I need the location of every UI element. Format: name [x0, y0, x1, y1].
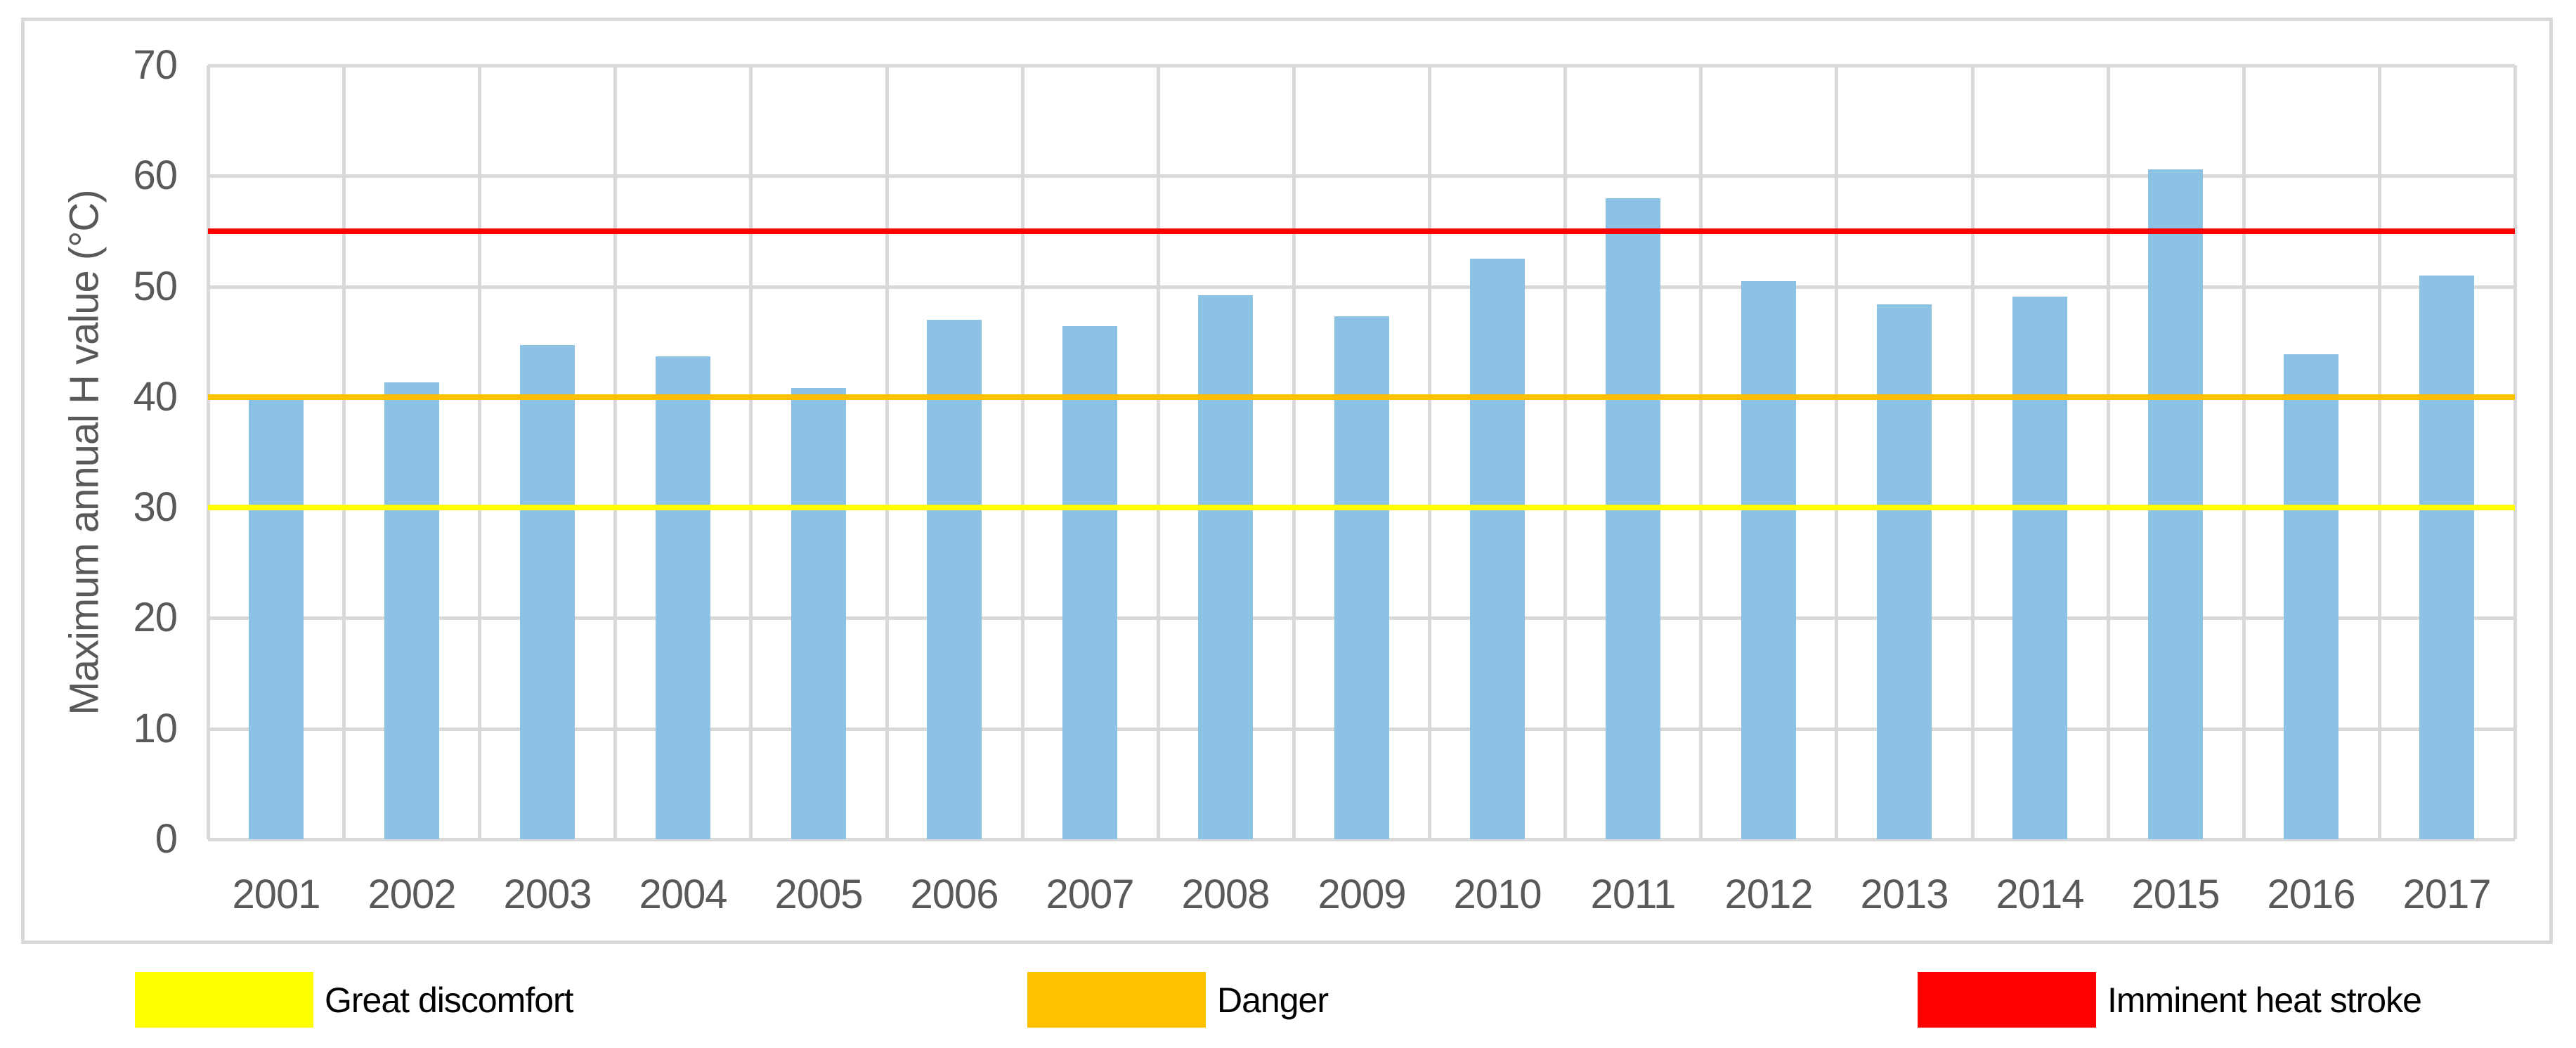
bar-2002 [384, 382, 439, 839]
bar-2001 [249, 397, 304, 839]
legend-item-danger: Danger [1027, 972, 1329, 1028]
horizontal-gridline [208, 174, 2515, 178]
vertical-gridline [1292, 65, 1296, 839]
x-tick-label: 2006 [910, 872, 998, 917]
vertical-gridline [1699, 65, 1703, 839]
vertical-gridline [613, 65, 617, 839]
bar-2015 [2148, 169, 2203, 839]
threshold-line-imminent-heat-stroke [208, 228, 2515, 234]
vertical-gridline [1021, 65, 1024, 839]
vertical-gridline [207, 65, 210, 839]
y-tick-label: 20 [133, 595, 178, 640]
horizontal-gridline [208, 285, 2515, 289]
vertical-gridline [885, 65, 889, 839]
vertical-gridline [2378, 65, 2381, 839]
x-tick-label: 2005 [774, 872, 863, 917]
vertical-gridline [749, 65, 753, 839]
vertical-gridline [1428, 65, 1431, 839]
y-tick-label: 10 [133, 706, 178, 751]
x-tick-label: 2001 [232, 872, 320, 917]
y-tick-label: 60 [133, 153, 178, 198]
legend-item-imminent-heat-stroke: Imminent heat stroke [1918, 972, 2422, 1028]
vertical-gridline [478, 65, 481, 839]
legend-item-great-discomfort: Great discomfort [135, 972, 574, 1028]
bar-2007 [1062, 326, 1117, 839]
bar-2011 [1606, 198, 1660, 839]
bar-2010 [1470, 259, 1525, 839]
x-tick-label: 2013 [1860, 872, 1949, 917]
bar-2017 [2419, 276, 2474, 839]
vertical-gridline [1563, 65, 1567, 839]
vertical-gridline [2107, 65, 2110, 839]
x-tick-label: 2009 [1318, 872, 1406, 917]
y-tick-label: 40 [133, 374, 178, 420]
bar-2014 [2012, 297, 2067, 839]
x-tick-label: 2012 [1724, 872, 1813, 917]
bar-2012 [1741, 281, 1796, 839]
threshold-line-danger [208, 394, 2515, 400]
horizontal-gridline [208, 64, 2515, 67]
bar-2004 [656, 356, 710, 839]
vertical-gridline [1971, 65, 1975, 839]
bar-2016 [2284, 354, 2338, 839]
x-tick-label: 2016 [2267, 872, 2355, 917]
x-tick-label: 2015 [2131, 872, 2220, 917]
x-tick-label: 2007 [1046, 872, 1134, 917]
chart-frame [21, 18, 2553, 944]
legend-label: Danger [1217, 980, 1329, 1020]
bar-2009 [1334, 316, 1389, 839]
x-tick-label: 2017 [2402, 872, 2491, 917]
x-tick-label: 2004 [639, 872, 727, 917]
bar-2008 [1198, 295, 1253, 839]
y-tick-label: 0 [155, 816, 178, 862]
vertical-gridline [342, 65, 346, 839]
x-tick-label: 2014 [1996, 872, 2084, 917]
bar-2003 [520, 345, 575, 839]
threshold-line-great-discomfort [208, 505, 2515, 510]
legend-label: Great discomfort [325, 980, 574, 1020]
legend-swatch [135, 972, 313, 1028]
vertical-gridline [2513, 65, 2517, 839]
legend-label: Imminent heat stroke [2107, 980, 2422, 1020]
vertical-gridline [1835, 65, 1838, 839]
y-tick-label: 70 [133, 42, 178, 88]
y-tick-label: 30 [133, 484, 178, 530]
x-tick-label: 2008 [1181, 872, 1270, 917]
y-tick-label: 50 [133, 264, 178, 309]
legend-swatch [1918, 972, 2096, 1028]
vertical-gridline [1157, 65, 1160, 839]
plot-area [207, 64, 2517, 841]
vertical-gridline [2242, 65, 2246, 839]
x-tick-label: 2003 [503, 872, 592, 917]
x-tick-label: 2011 [1590, 872, 1677, 917]
x-tick-label: 2002 [367, 872, 456, 917]
legend-swatch [1027, 972, 1206, 1028]
horizontal-gridline [208, 838, 2515, 841]
x-tick-label: 2010 [1453, 872, 1542, 917]
bar-2013 [1877, 304, 1932, 839]
bar-2006 [927, 320, 982, 839]
bar-2005 [791, 388, 846, 839]
